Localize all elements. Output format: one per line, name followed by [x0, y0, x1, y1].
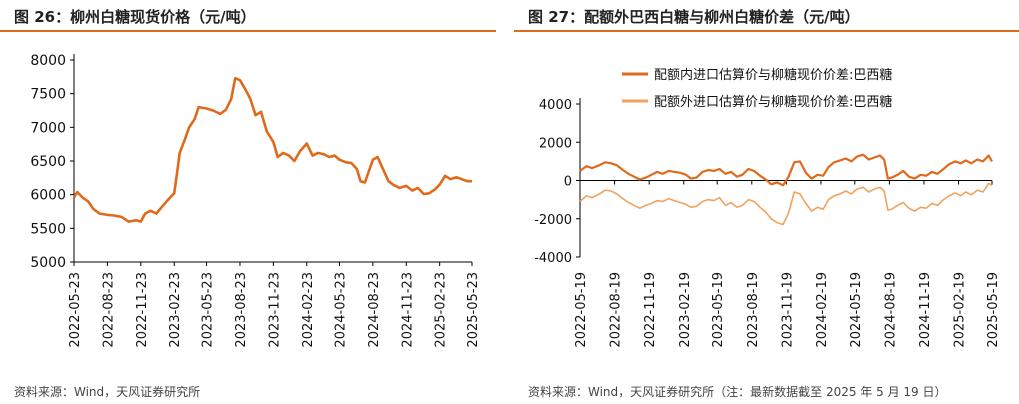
x-tick-label: 2023-11-23	[267, 272, 282, 348]
x-tick-label: 2022-08-19	[609, 272, 624, 348]
series-line-2	[579, 182, 993, 226]
x-tick-label: 2022-05-23	[68, 272, 83, 348]
left-chart-panel: 图 26：柳州白糖现货价格（元/吨） 5000 5500 6000 6500 7000 7…	[0, 0, 500, 404]
legend-label-1: 配额内进口估算价与柳糖现价价差:巴西糖	[654, 67, 892, 83]
right-title-rule	[514, 30, 1019, 32]
x-tick-label: 2022-11-23	[135, 272, 150, 348]
right-source-note: 资料来源：Wind，天风证券研究所（注：最新数据截至 2025 年 5 月 19…	[528, 385, 947, 399]
series-line-1	[579, 153, 993, 187]
x-tick-label: 2025-02-19	[953, 272, 968, 348]
left-line-chart: 5000 5500 6000 6500 7000 7500 8000 2022-05-23 20…	[30, 53, 481, 348]
x-tick-label: 2023-08-19	[746, 272, 761, 348]
x-tick-label: 2025-05-19	[986, 272, 1001, 348]
x-tick-label: 2024-05-23	[333, 272, 348, 348]
y-tick-label: 6000	[30, 188, 66, 204]
x-tick-label: 2025-05-23	[466, 272, 481, 348]
x-tick-label: 2024-08-23	[367, 272, 382, 348]
x-tick-label: 2024-11-19	[918, 272, 933, 348]
x-tick-label: 2024-02-23	[301, 272, 316, 348]
x-tick-label: 2024-05-19	[849, 272, 864, 348]
y-tick-label: 2000	[539, 136, 572, 151]
right-line-chart: -4000 -2000 0 2000 4000 2022-05-19 2022-08-19 2…	[534, 67, 1001, 348]
x-tick-label: 2023-11-19	[780, 272, 795, 348]
x-tick-label: 2022-08-23	[101, 272, 116, 348]
x-tick-label: 2023-02-23	[168, 272, 183, 348]
y-tick-label: -2000	[534, 213, 572, 228]
y-tick-label: 7500	[30, 87, 66, 103]
x-tick-label: 2023-05-19	[711, 272, 726, 348]
legend-label-2: 配额外进口估算价与柳糖现价价差:巴西糖	[654, 94, 892, 110]
left-source-note: 资料来源：Wind，天风证券研究所	[14, 385, 201, 399]
x-tick-label: 2023-05-23	[201, 272, 216, 348]
y-tick-label: -4000	[534, 251, 572, 266]
y-tick-label: 0	[564, 175, 572, 190]
x-tick-label: 2024-08-19	[883, 272, 898, 348]
series-line-1	[72, 76, 472, 223]
x-tick-label: 2025-02-23	[434, 272, 449, 348]
x-tick-label: 2023-02-19	[678, 272, 693, 348]
right-chart-panel: 图 27：配额外巴西白糖与柳州白糖价差（元/吨） -4000 -2000 0 2000…	[514, 0, 1019, 404]
y-tick-label: 6500	[30, 154, 66, 170]
left-chart-title: 图 26：柳州白糖现货价格（元/吨）	[14, 8, 256, 26]
y-tick-label: 4000	[539, 98, 572, 113]
x-tick-label: 2023-08-23	[234, 272, 249, 348]
y-tick-label: 5000	[30, 255, 66, 271]
y-tick-label: 7000	[30, 120, 66, 136]
x-tick-label: 2024-11-23	[400, 272, 415, 348]
right-chart-title: 图 27：配额外巴西白糖与柳州白糖价差（元/吨）	[528, 8, 860, 26]
left-title-rule	[0, 30, 496, 32]
x-tick-label: 2022-05-19	[574, 272, 589, 348]
x-tick-label: 2024-02-19	[815, 272, 830, 348]
x-tick-label: 2022-11-19	[643, 272, 658, 348]
y-tick-label: 8000	[30, 53, 66, 69]
y-tick-label: 5500	[30, 221, 66, 237]
